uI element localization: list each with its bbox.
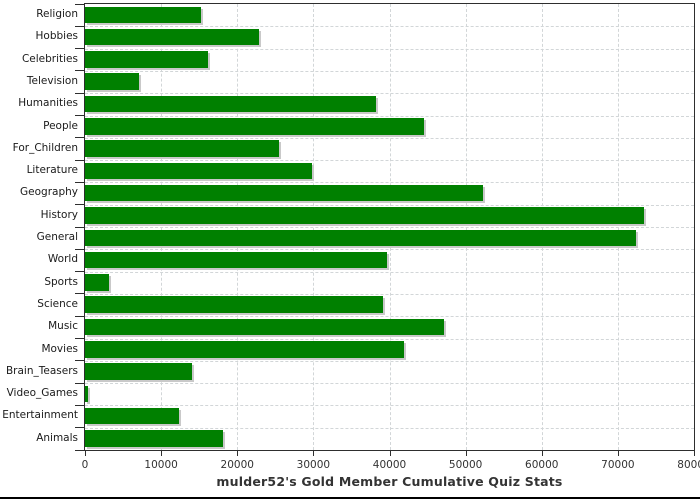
y-label-sports: Sports: [44, 275, 78, 288]
y-axis-tick: [75, 226, 84, 228]
bar-brain-teasers: [85, 363, 193, 380]
y-axis-tick: [75, 3, 84, 5]
y-label-television: Television: [26, 74, 78, 87]
y-label-music: Music: [48, 320, 78, 333]
x-axis-tick: [85, 450, 86, 456]
bar-entertainment: [85, 407, 179, 425]
bar-science: [85, 296, 384, 313]
plot-area: [84, 3, 695, 451]
x-axis-tick: [313, 450, 315, 456]
y-label-humanities: Humanities: [18, 97, 78, 110]
y-label-movies: Movies: [41, 342, 78, 355]
x-tick-label: 20000: [220, 459, 254, 471]
y-label-brain-teasers: Brain_Teasers: [5, 364, 78, 377]
bar-animals: [85, 430, 223, 447]
x-axis-tick: [389, 450, 391, 456]
x-axis-tick: [541, 450, 543, 456]
y-label-for-children: For_Children: [12, 141, 78, 154]
bar-people: [85, 118, 424, 135]
y-axis-tick: [75, 70, 84, 72]
bar-video-games: [85, 385, 89, 403]
y-axis-tick: [75, 293, 84, 295]
y-label-literature: Literature: [26, 164, 78, 177]
x-tick-label: 60000: [525, 459, 559, 471]
y-axis-tick: [75, 248, 84, 250]
x-axis-tick: [465, 450, 467, 456]
y-axis-tick: [75, 338, 84, 339]
bar-television: [85, 73, 140, 90]
y-axis-tick: [75, 204, 84, 206]
y-label-religion: Religion: [36, 8, 78, 20]
page-bottom-divider: [0, 497, 700, 499]
gridline-vertical: [389, 4, 391, 450]
bar-for-children: [85, 140, 280, 157]
y-axis-tick: [75, 159, 84, 161]
y-label-animals: Animals: [36, 431, 78, 444]
bar-music: [85, 318, 444, 336]
y-axis-tick: [75, 115, 84, 116]
x-tick-label: 10000: [144, 459, 178, 471]
y-axis-tick: [75, 404, 84, 406]
y-axis-tick: [75, 48, 84, 50]
bar-humanities: [85, 95, 376, 113]
bar-religion: [85, 6, 202, 23]
gridline-vertical: [313, 4, 315, 450]
y-axis-tick: [75, 427, 84, 429]
x-tick-label: 30000: [296, 459, 331, 471]
y-axis-tick: [75, 382, 84, 384]
y-axis-tick: [75, 137, 84, 139]
gridline-vertical: [161, 4, 163, 450]
y-axis-tick: [75, 449, 84, 451]
y-axis-tick: [75, 181, 84, 183]
bar-celebrities: [85, 51, 208, 68]
x-tick-label: 50000: [448, 459, 483, 471]
y-label-entertainment: Entertainment: [2, 409, 78, 422]
x-tick-label: 0: [81, 459, 89, 471]
bar-hobbies: [85, 28, 260, 46]
bar-geography: [85, 184, 484, 202]
y-axis-tick: [75, 92, 84, 94]
y-label-science: Science: [37, 297, 78, 310]
y-label-celebrities: Celebrities: [21, 52, 78, 65]
y-axis-tick: [75, 360, 84, 362]
y-label-hobbies: Hobbies: [35, 30, 79, 43]
gridline-vertical: [617, 4, 619, 450]
y-label-history: History: [40, 208, 78, 221]
x-tick-label: 80000: [677, 459, 700, 471]
gridline-vertical: [237, 4, 239, 450]
bar-world: [85, 251, 388, 269]
y-axis-tick: [75, 25, 84, 27]
y-label-geography: Geography: [20, 186, 78, 199]
y-axis-tick: [75, 271, 84, 273]
chart-title: mulder52's Gold Member Cumulative Quiz S…: [216, 474, 563, 489]
gridline-vertical: [465, 4, 467, 450]
bar-general: [85, 229, 637, 246]
bar-movies: [85, 341, 404, 358]
x-axis-tick: [237, 450, 239, 456]
gridline-vertical: [541, 4, 543, 450]
bar-history: [85, 207, 644, 224]
y-label-people: People: [43, 119, 78, 132]
bar-sports: [85, 274, 110, 291]
y-label-world: World: [47, 253, 78, 266]
y-label-video-games: Video_Games: [6, 387, 78, 400]
x-tick-label: 70000: [601, 459, 635, 471]
x-axis-tick: [617, 450, 619, 456]
y-axis-tick: [75, 315, 84, 317]
y-label-general: General: [36, 231, 78, 243]
bar-literature: [85, 162, 312, 180]
x-axis-tick: [694, 450, 695, 456]
x-axis-tick: [161, 450, 163, 456]
x-tick-label: 40000: [372, 459, 407, 471]
